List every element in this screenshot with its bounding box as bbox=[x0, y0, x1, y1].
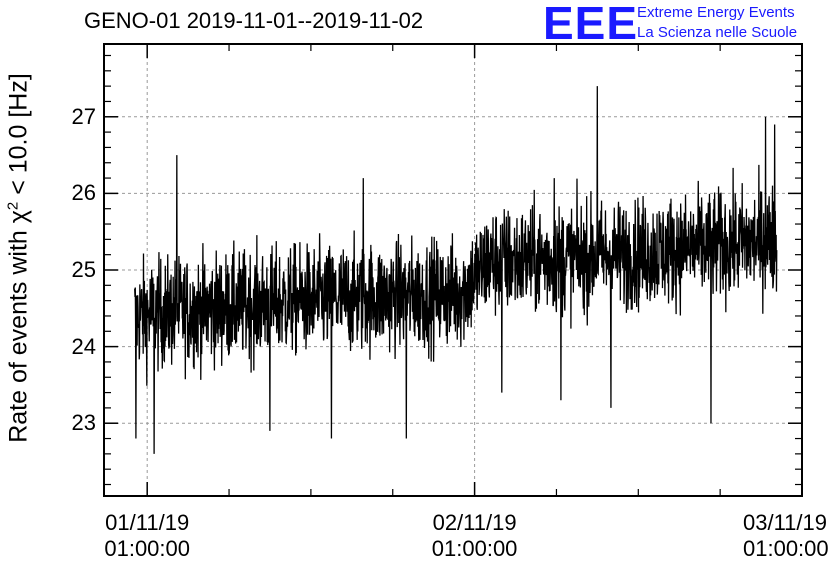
y-axis-label-sup: 2 bbox=[4, 201, 22, 211]
y-tick-label: 23 bbox=[71, 410, 96, 436]
x-tick-time: 01:00:00 bbox=[104, 536, 191, 561]
x-tick-label: 02/11/19 01:00:00 bbox=[432, 510, 518, 562]
axis-ticks bbox=[104, 44, 803, 496]
x-tick-date: 02/11/19 bbox=[432, 510, 517, 535]
y-tick-label: 26 bbox=[71, 180, 96, 206]
y-axis-label-suffix: < 10.0 [Hz] bbox=[4, 73, 33, 202]
series-rate bbox=[134, 86, 778, 454]
y-tick-label: 24 bbox=[71, 333, 96, 359]
series-line bbox=[134, 86, 778, 454]
y-axis-label-chi: χ bbox=[4, 210, 33, 224]
y-axis-label-prefix: Rate of events with bbox=[4, 223, 33, 443]
x-tick-date: 01/11/19 bbox=[105, 510, 190, 535]
x-tick-date: 03/11/19 bbox=[743, 510, 828, 535]
logo-line-2: La Scienza nelle Scuole bbox=[637, 24, 798, 41]
logo-line-1: Extreme Energy Events bbox=[637, 4, 795, 21]
y-axis-label: Rate of events with χ2 < 10.0 [Hz] bbox=[4, 73, 33, 443]
x-tick-label: 01/11/19 01:00:00 bbox=[104, 510, 190, 562]
x-tick-time: 01:00:00 bbox=[743, 536, 829, 561]
y-tick-label: 27 bbox=[71, 103, 96, 129]
y-tick-label: 25 bbox=[71, 257, 96, 282]
chart-title: GENO-01 2019-11-01--2019-11-02 bbox=[84, 8, 424, 33]
eee-logo-mark: EEE bbox=[543, 0, 639, 49]
x-tick-label: 03/11/19 01:00:00 bbox=[743, 510, 836, 562]
x-tick-time: 01:00:00 bbox=[431, 536, 518, 561]
